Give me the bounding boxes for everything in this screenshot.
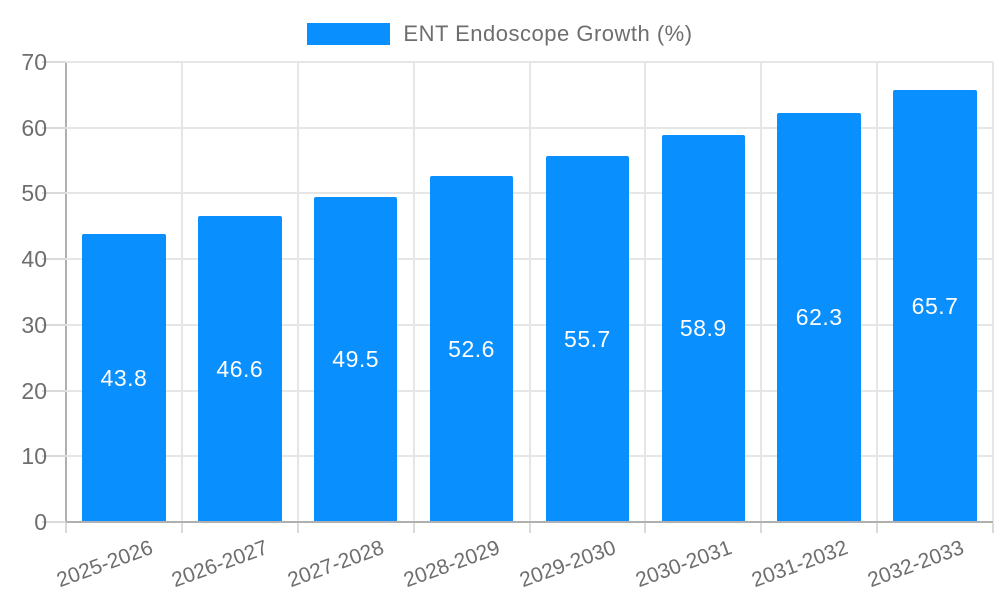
bar [82,234,166,522]
y-axis-tick [42,455,66,458]
x-axis-tick [528,523,531,533]
legend-label: ENT Endoscope Growth (%) [403,21,693,46]
gridline-vertical [412,62,415,522]
bar-value-label: 65.7 [911,293,959,320]
y-axis-tick [42,258,66,261]
gridline-vertical [180,62,183,522]
y-axis-tick-label: 10 [21,443,47,470]
gridline-vertical [992,62,994,522]
y-axis-tick-label: 30 [21,311,47,338]
gridline-vertical [644,62,647,522]
x-axis-tick-label: 2030-2031 [632,536,735,593]
x-axis-tick-label: 2031-2032 [748,536,851,593]
bar [777,112,861,522]
x-axis-tick [296,523,299,533]
x-axis-tick-label: 2032-2033 [864,536,967,593]
x-axis-tick [644,523,647,533]
x-axis-tick [992,523,994,533]
x-axis-tick-label: 2025-2026 [53,536,156,593]
bar [893,90,977,522]
x-axis-tick [876,523,879,533]
legend-swatch [307,23,391,45]
x-axis-tick-label: 2029-2030 [516,536,619,593]
bar-value-label: 49.5 [332,346,380,373]
bar-value-label: 43.8 [100,365,148,392]
bar [313,196,398,522]
bar-value-label: 62.3 [795,304,843,331]
bar-value-label: 46.6 [216,355,264,382]
gridline-vertical [760,62,763,522]
y-axis-tick-label: 70 [21,49,47,75]
x-axis-tick-label: 2028-2029 [400,536,504,593]
x-axis-tick [65,523,67,533]
y-axis-tick-label: 20 [21,377,47,404]
x-axis-line [66,521,993,523]
bar-value-label: 55.7 [564,325,611,352]
gridline-vertical [876,62,879,522]
y-axis-tick-label: 50 [21,180,47,207]
y-axis-tick [42,126,66,129]
y-axis-tick [42,521,66,523]
y-axis-tick [42,192,66,195]
y-axis-tick-label: 0 [34,509,47,535]
x-axis-tick [760,523,763,533]
x-axis-tick [180,523,183,533]
x-axis-tick-label: 2027-2028 [284,536,388,593]
y-axis-tick-label: 60 [21,114,47,141]
gridline-vertical [528,62,531,522]
bar [429,176,514,522]
bar-value-label: 52.6 [448,336,495,363]
y-axis-tick [42,61,66,63]
gridline-vertical [296,62,299,522]
x-axis-tick-label: 2026-2027 [169,536,272,593]
y-axis-tick [42,323,66,326]
plot-area: 43.8 46.6 49.5 52.6 55.7 58.9 62.3 65.7 [66,61,994,522]
y-axis-tick [42,389,66,392]
bar [661,134,746,522]
bar [198,215,282,522]
legend-item[interactable]: ENT Endoscope Growth (%) [0,21,1000,47]
y-axis-tick-label: 40 [21,246,47,273]
x-axis-tick [412,523,415,533]
y-axis-line [65,62,67,532]
bar-value-label: 58.9 [679,315,727,342]
bar [545,155,630,522]
